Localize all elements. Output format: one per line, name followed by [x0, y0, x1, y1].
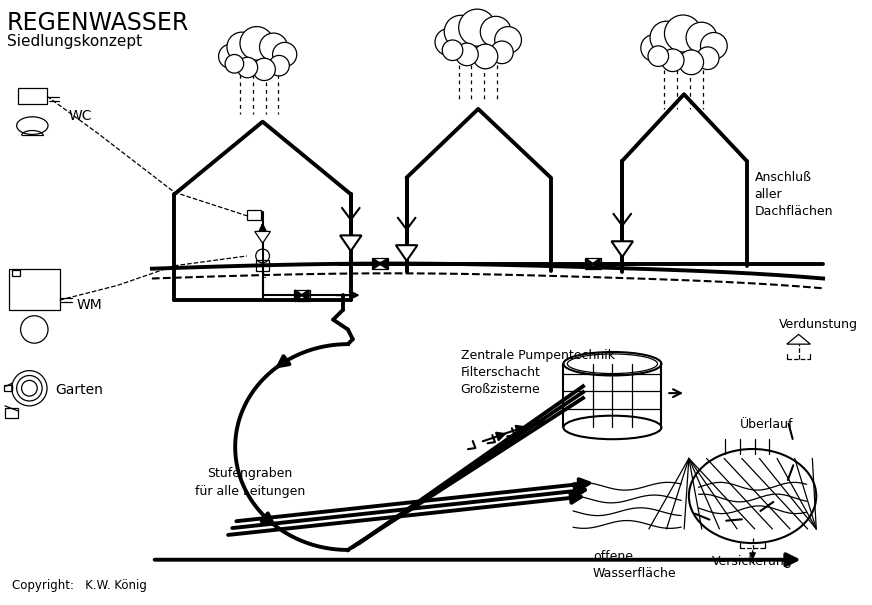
- Circle shape: [219, 44, 242, 68]
- Circle shape: [491, 41, 514, 64]
- Polygon shape: [586, 259, 593, 269]
- Polygon shape: [255, 232, 270, 243]
- Bar: [9, 269, 60, 310]
- Circle shape: [661, 49, 684, 71]
- Text: Anschluß
aller
Dachflächen: Anschluß aller Dachflächen: [754, 171, 833, 218]
- Text: Überlauf: Überlauf: [739, 417, 794, 431]
- Circle shape: [240, 27, 274, 60]
- Polygon shape: [593, 259, 600, 269]
- Circle shape: [269, 56, 290, 76]
- Circle shape: [664, 15, 701, 52]
- Text: Zentrale Pumpentechnik
Filterschacht
Großzisterne: Zentrale Pumpentechnik Filterschacht Gro…: [460, 349, 615, 396]
- Circle shape: [260, 33, 288, 61]
- Text: WM: WM: [77, 298, 102, 312]
- Polygon shape: [340, 235, 362, 251]
- Bar: [247, 210, 261, 220]
- Text: offene
Wasserfläche: offene Wasserfläche: [593, 550, 677, 580]
- Text: Garten: Garten: [55, 383, 103, 397]
- Circle shape: [679, 50, 704, 74]
- Polygon shape: [787, 335, 810, 344]
- Text: Copyright:   K.W. König: Copyright: K.W. König: [11, 579, 146, 592]
- Circle shape: [641, 34, 668, 61]
- Circle shape: [686, 22, 717, 53]
- Polygon shape: [373, 259, 380, 269]
- Text: Verdunstung: Verdunstung: [779, 318, 858, 331]
- Text: Versickerung: Versickerung: [712, 555, 793, 567]
- Circle shape: [237, 57, 257, 78]
- Circle shape: [494, 27, 521, 53]
- Circle shape: [445, 15, 477, 48]
- Polygon shape: [396, 245, 418, 261]
- Text: WC: WC: [69, 109, 92, 123]
- Circle shape: [473, 44, 498, 69]
- Text: Stufengraben
für alle Leitungen: Stufengraben für alle Leitungen: [194, 466, 305, 498]
- Circle shape: [648, 46, 669, 67]
- Polygon shape: [380, 259, 387, 269]
- Circle shape: [435, 28, 462, 56]
- Bar: [5, 408, 17, 417]
- Bar: [11, 270, 19, 275]
- Bar: [585, 258, 601, 269]
- Circle shape: [459, 9, 495, 46]
- Text: Σ: Σ: [260, 270, 265, 280]
- Polygon shape: [302, 290, 309, 300]
- Circle shape: [253, 58, 276, 80]
- Text: REGENWASSER: REGENWASSER: [7, 11, 189, 35]
- Bar: [372, 258, 388, 269]
- Text: Siedlungskonzept: Siedlungskonzept: [7, 33, 142, 48]
- Circle shape: [273, 42, 296, 67]
- Bar: [294, 290, 310, 301]
- Circle shape: [697, 47, 719, 70]
- Polygon shape: [295, 290, 302, 300]
- Polygon shape: [611, 241, 633, 257]
- Circle shape: [227, 32, 256, 62]
- Circle shape: [700, 33, 727, 59]
- Circle shape: [650, 21, 683, 54]
- Circle shape: [480, 16, 511, 47]
- Bar: [17, 88, 47, 104]
- Bar: [255, 260, 269, 270]
- Circle shape: [225, 54, 243, 73]
- Bar: [3, 385, 11, 391]
- Circle shape: [455, 43, 478, 66]
- Circle shape: [442, 40, 463, 60]
